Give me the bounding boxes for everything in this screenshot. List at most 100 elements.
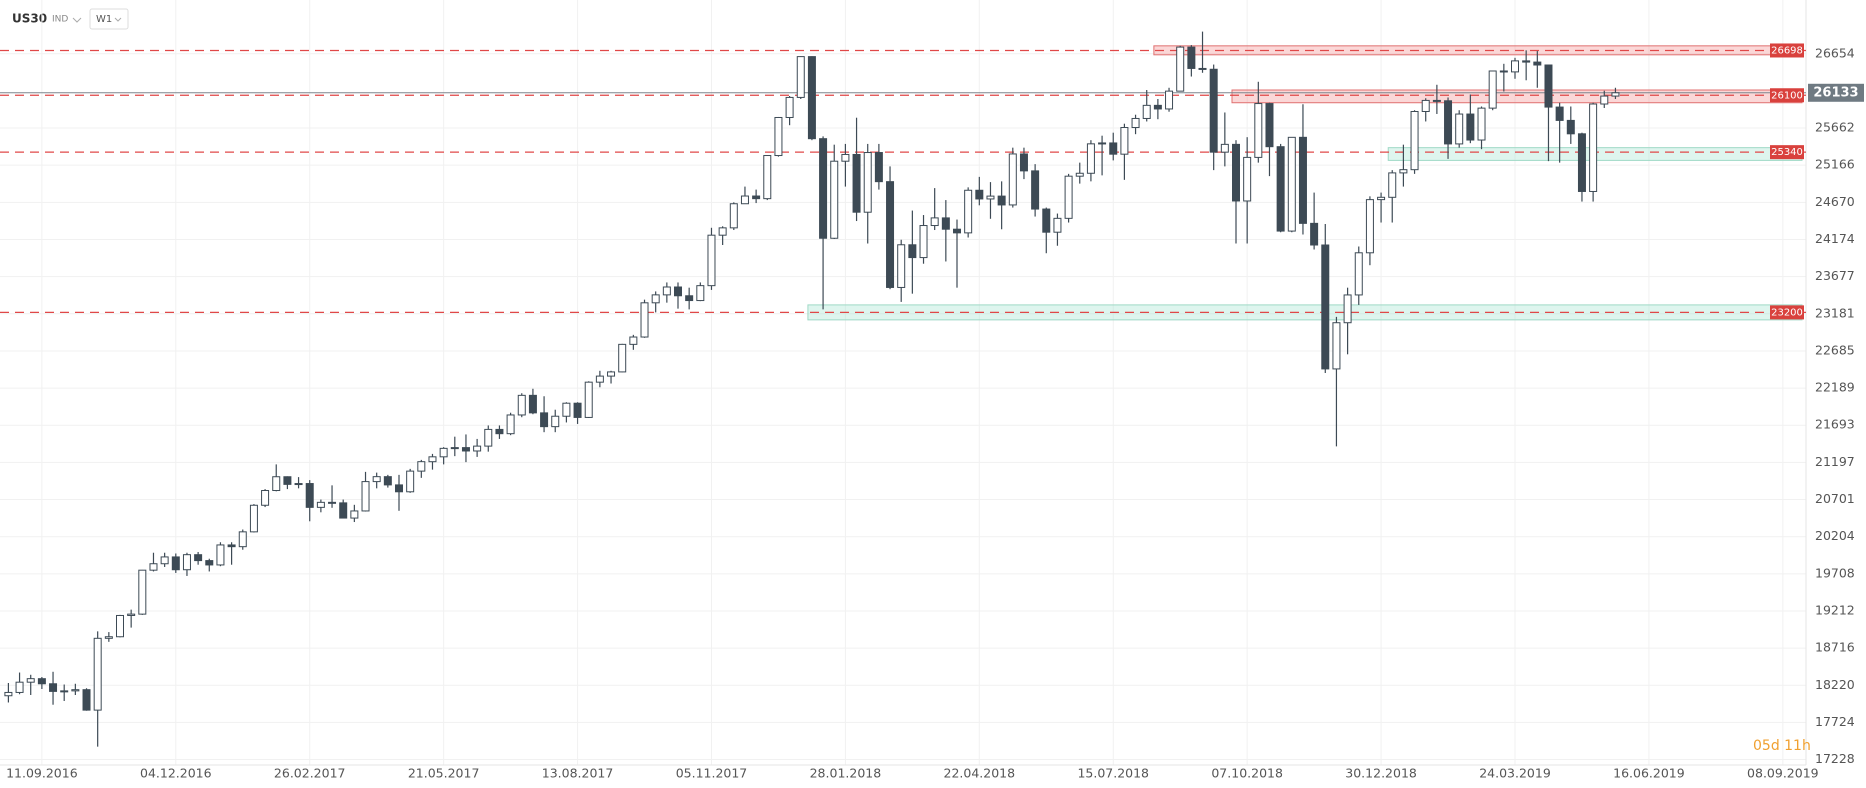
candle-body <box>49 683 58 692</box>
x-tick-label: 15.07.2018 <box>1077 766 1149 781</box>
candle-body <box>1399 169 1408 174</box>
candle-body <box>662 286 671 296</box>
y-tick-label: 23181 <box>1815 305 1855 320</box>
candle-body <box>1488 70 1497 109</box>
candle-body <box>863 152 872 213</box>
y-tick-label: 17724 <box>1815 714 1855 729</box>
candle-body <box>941 217 950 230</box>
candle-body <box>149 563 158 571</box>
candle-body <box>774 116 783 157</box>
dropdown-arrow[interactable] <box>114 17 122 22</box>
candle-body <box>953 228 961 234</box>
dropdown-arrow[interactable] <box>72 17 82 23</box>
candle-body <box>417 461 426 472</box>
candle-body <box>1511 60 1519 73</box>
y-tick-label: 25662 <box>1815 120 1855 135</box>
level-label: 25340 <box>1771 147 1803 158</box>
y-tick-label: 19708 <box>1815 565 1855 580</box>
candle-body <box>1477 107 1486 141</box>
y-tick-label: 24670 <box>1815 194 1855 209</box>
candle-body <box>1019 153 1028 172</box>
y-tick-label: 20204 <box>1815 528 1855 543</box>
zone <box>1231 89 1803 104</box>
candle-body <box>707 234 716 287</box>
market[interactable]: IND <box>52 15 68 25</box>
last-price-badge <box>1808 83 1864 102</box>
y-tick-label: 22685 <box>1815 342 1855 357</box>
candle-body <box>1611 92 1620 97</box>
candle-body <box>841 153 850 162</box>
candle-body <box>740 195 749 205</box>
candle-body <box>104 636 113 639</box>
x-tick-label: 28.01.2018 <box>810 766 882 781</box>
candle-body <box>1343 294 1352 324</box>
candle-body <box>194 554 203 562</box>
level-badge <box>1770 88 1804 103</box>
candle-body <box>986 195 995 200</box>
y-tick-label: 21197 <box>1815 454 1855 469</box>
candle-body <box>897 244 906 288</box>
candle-body <box>629 336 638 345</box>
candle-body <box>785 96 794 118</box>
candle-body <box>283 476 292 485</box>
candle-body <box>1086 143 1095 174</box>
candle-body <box>339 502 348 519</box>
candle-body <box>830 160 839 239</box>
x-tick-label: 05.11.2017 <box>676 766 748 781</box>
candle-body <box>1298 136 1307 224</box>
candle-body <box>506 414 515 435</box>
candle-body <box>584 381 593 418</box>
candle-body <box>1410 110 1419 171</box>
candle-body <box>874 152 883 183</box>
candle-body <box>160 556 169 565</box>
candle-body <box>852 153 861 213</box>
candle-body <box>1209 68 1218 153</box>
candle-body <box>685 295 694 302</box>
level-badge <box>1770 43 1804 58</box>
candle-body <box>1120 127 1129 155</box>
level-badge <box>1770 145 1804 160</box>
candle-body <box>1466 113 1475 141</box>
candle-body <box>1287 136 1296 232</box>
candle-body <box>249 504 258 533</box>
candle-body <box>1064 175 1073 219</box>
candle-body <box>752 195 761 200</box>
candle-body <box>328 501 337 504</box>
timeframe[interactable]: W1 <box>96 14 112 25</box>
candle-body <box>640 302 649 338</box>
x-tick-label: 26.02.2017 <box>274 766 346 781</box>
candle-body <box>997 195 1006 206</box>
candle-body <box>1566 119 1575 135</box>
level-label: 23200 <box>1771 307 1803 318</box>
candle-body <box>361 481 370 512</box>
timeframe-box[interactable] <box>89 8 129 30</box>
candle-body <box>1131 117 1140 129</box>
x-tick-label: 04.12.2016 <box>140 766 212 781</box>
candle-body <box>305 483 314 508</box>
y-tick-label: 23677 <box>1815 268 1855 283</box>
candle-body <box>138 569 147 615</box>
candle-body <box>819 138 828 239</box>
candle-body <box>1265 103 1274 148</box>
candle-body <box>450 447 459 450</box>
candle-body <box>718 227 727 236</box>
candle-body <box>272 476 281 492</box>
candle-body <box>372 476 381 483</box>
candle-body <box>919 225 928 259</box>
y-tick-label: 18220 <box>1815 677 1855 692</box>
candle-body <box>1109 142 1118 155</box>
y-tick-label: 19212 <box>1815 602 1855 617</box>
candle-body <box>216 544 225 566</box>
candle-body <box>975 189 984 200</box>
last-price-label: 26133 <box>1813 85 1858 100</box>
candle-body <box>1432 99 1441 102</box>
candle-body <box>540 412 549 428</box>
candle-body <box>1533 61 1542 66</box>
candle-body <box>1321 244 1330 370</box>
candle-body <box>171 556 180 571</box>
candle-body <box>1232 143 1240 202</box>
candle-body <box>439 447 448 458</box>
candle-body <box>696 285 705 302</box>
x-tick-label: 07.10.2018 <box>1211 766 1283 781</box>
candle-body <box>796 56 805 98</box>
